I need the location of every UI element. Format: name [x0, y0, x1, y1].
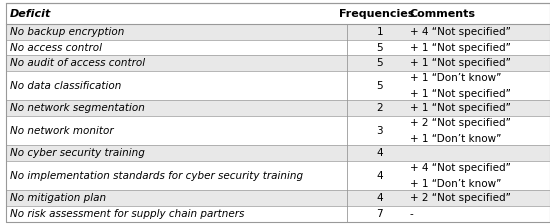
Text: -: -: [410, 209, 414, 219]
Text: 1: 1: [376, 27, 383, 37]
Text: + 4 “Not specified”: + 4 “Not specified”: [410, 27, 510, 37]
Text: Frequencies: Frequencies: [339, 9, 415, 19]
Text: No cyber security training: No cyber security training: [10, 148, 145, 158]
Text: 5: 5: [376, 81, 383, 91]
Text: No implementation standards for cyber security training: No implementation standards for cyber se…: [10, 171, 303, 181]
Bar: [6, 40, 550, 55]
Bar: [6, 206, 550, 222]
Text: + 1 “Not specified”: + 1 “Not specified”: [410, 89, 510, 99]
Text: + 1 “Not specified”: + 1 “Not specified”: [410, 58, 510, 68]
Text: 5: 5: [376, 43, 383, 52]
Text: + 2 “Not specified”: + 2 “Not specified”: [410, 118, 510, 128]
Text: No data classification: No data classification: [10, 81, 121, 91]
Text: + 1 “Not specified”: + 1 “Not specified”: [410, 43, 510, 52]
Text: Deficit: Deficit: [10, 9, 51, 19]
Bar: [6, 55, 550, 71]
Text: 3: 3: [376, 126, 383, 136]
Bar: [6, 116, 550, 145]
Text: No risk assessment for supply chain partners: No risk assessment for supply chain part…: [10, 209, 244, 219]
Text: + 2 “Not specified”: + 2 “Not specified”: [410, 193, 510, 203]
Text: 4: 4: [376, 193, 383, 203]
Text: No access control: No access control: [10, 43, 102, 52]
Text: + 4 “Not specified”: + 4 “Not specified”: [410, 163, 510, 173]
Text: + 1 “Don’t know”: + 1 “Don’t know”: [410, 179, 501, 189]
Bar: [6, 161, 550, 190]
Text: 4: 4: [376, 148, 383, 158]
Bar: [6, 3, 550, 24]
Text: 2: 2: [376, 103, 383, 113]
Text: Comments: Comments: [410, 9, 476, 19]
Text: No network segmentation: No network segmentation: [10, 103, 145, 113]
Bar: [6, 145, 550, 161]
Text: 7: 7: [376, 209, 383, 219]
Text: + 1 “Not specified”: + 1 “Not specified”: [410, 103, 510, 113]
Text: No mitigation plan: No mitigation plan: [10, 193, 106, 203]
Text: No backup encryption: No backup encryption: [10, 27, 124, 37]
Text: + 1 “Don’t know”: + 1 “Don’t know”: [410, 134, 501, 144]
Text: + 1 “Don’t know”: + 1 “Don’t know”: [410, 73, 501, 83]
Bar: [6, 71, 550, 100]
Text: No network monitor: No network monitor: [10, 126, 113, 136]
Text: 5: 5: [376, 58, 383, 68]
Text: No audit of access control: No audit of access control: [10, 58, 145, 68]
Bar: [6, 24, 550, 40]
Text: 4: 4: [376, 171, 383, 181]
Bar: [6, 100, 550, 116]
Bar: [6, 190, 550, 206]
